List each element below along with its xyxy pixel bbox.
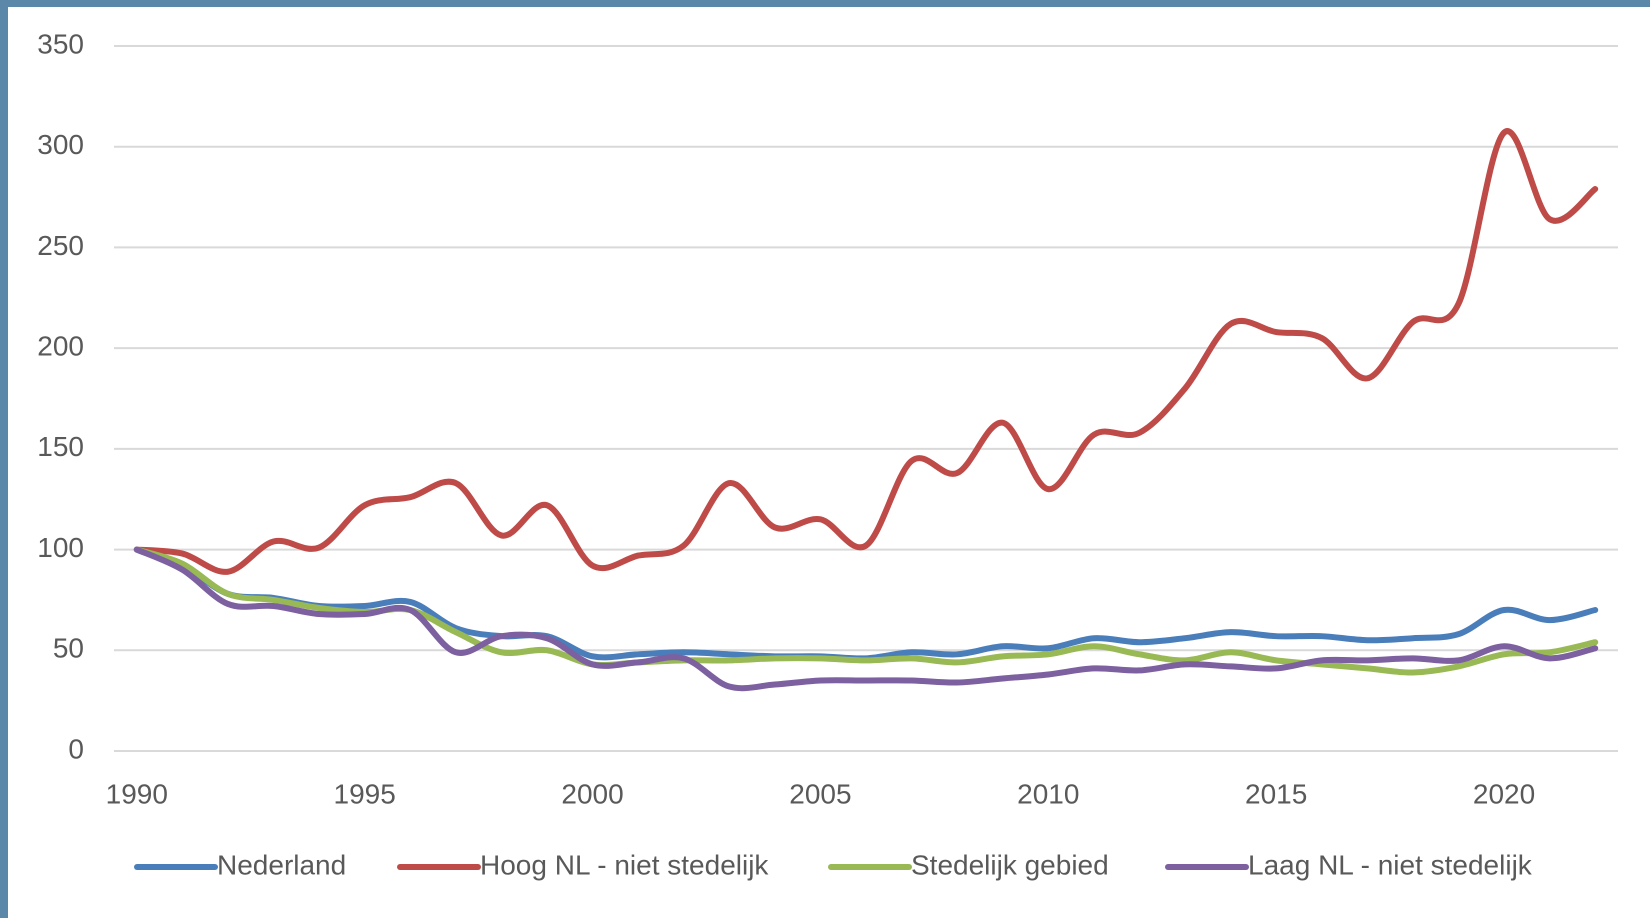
y-tick-label: 0 — [68, 733, 84, 764]
y-tick-label: 200 — [37, 331, 84, 362]
legend-label: Laag NL - niet stedelijk — [1248, 849, 1533, 880]
y-tick-label: 150 — [37, 431, 84, 462]
legend-label: Hoog NL - niet stedelijk — [480, 849, 769, 880]
y-tick-label: 300 — [37, 129, 84, 160]
frame-top — [0, 0, 1650, 7]
y-tick-label: 350 — [37, 28, 84, 59]
x-tick-label: 2005 — [789, 778, 851, 809]
series-line — [133, 546, 1599, 662]
x-tick-label: 1995 — [334, 778, 396, 809]
x-tick-label: 2015 — [1245, 778, 1307, 809]
x-tick-label: 2000 — [561, 778, 623, 809]
series-line — [133, 546, 1599, 692]
x-tick-label: 2020 — [1473, 778, 1535, 809]
legend-label: Stedelijk gebied — [911, 849, 1109, 880]
y-tick-label: 50 — [53, 633, 84, 664]
legend-label: Nederland — [217, 849, 346, 880]
x-tick-label: 2010 — [1017, 778, 1079, 809]
series-line — [133, 128, 1599, 575]
y-tick-label: 250 — [37, 230, 84, 261]
series-line — [133, 546, 1599, 676]
x-tick-label: 1990 — [106, 778, 168, 809]
y-tick-label: 100 — [37, 532, 84, 563]
frame-left — [0, 0, 8, 918]
